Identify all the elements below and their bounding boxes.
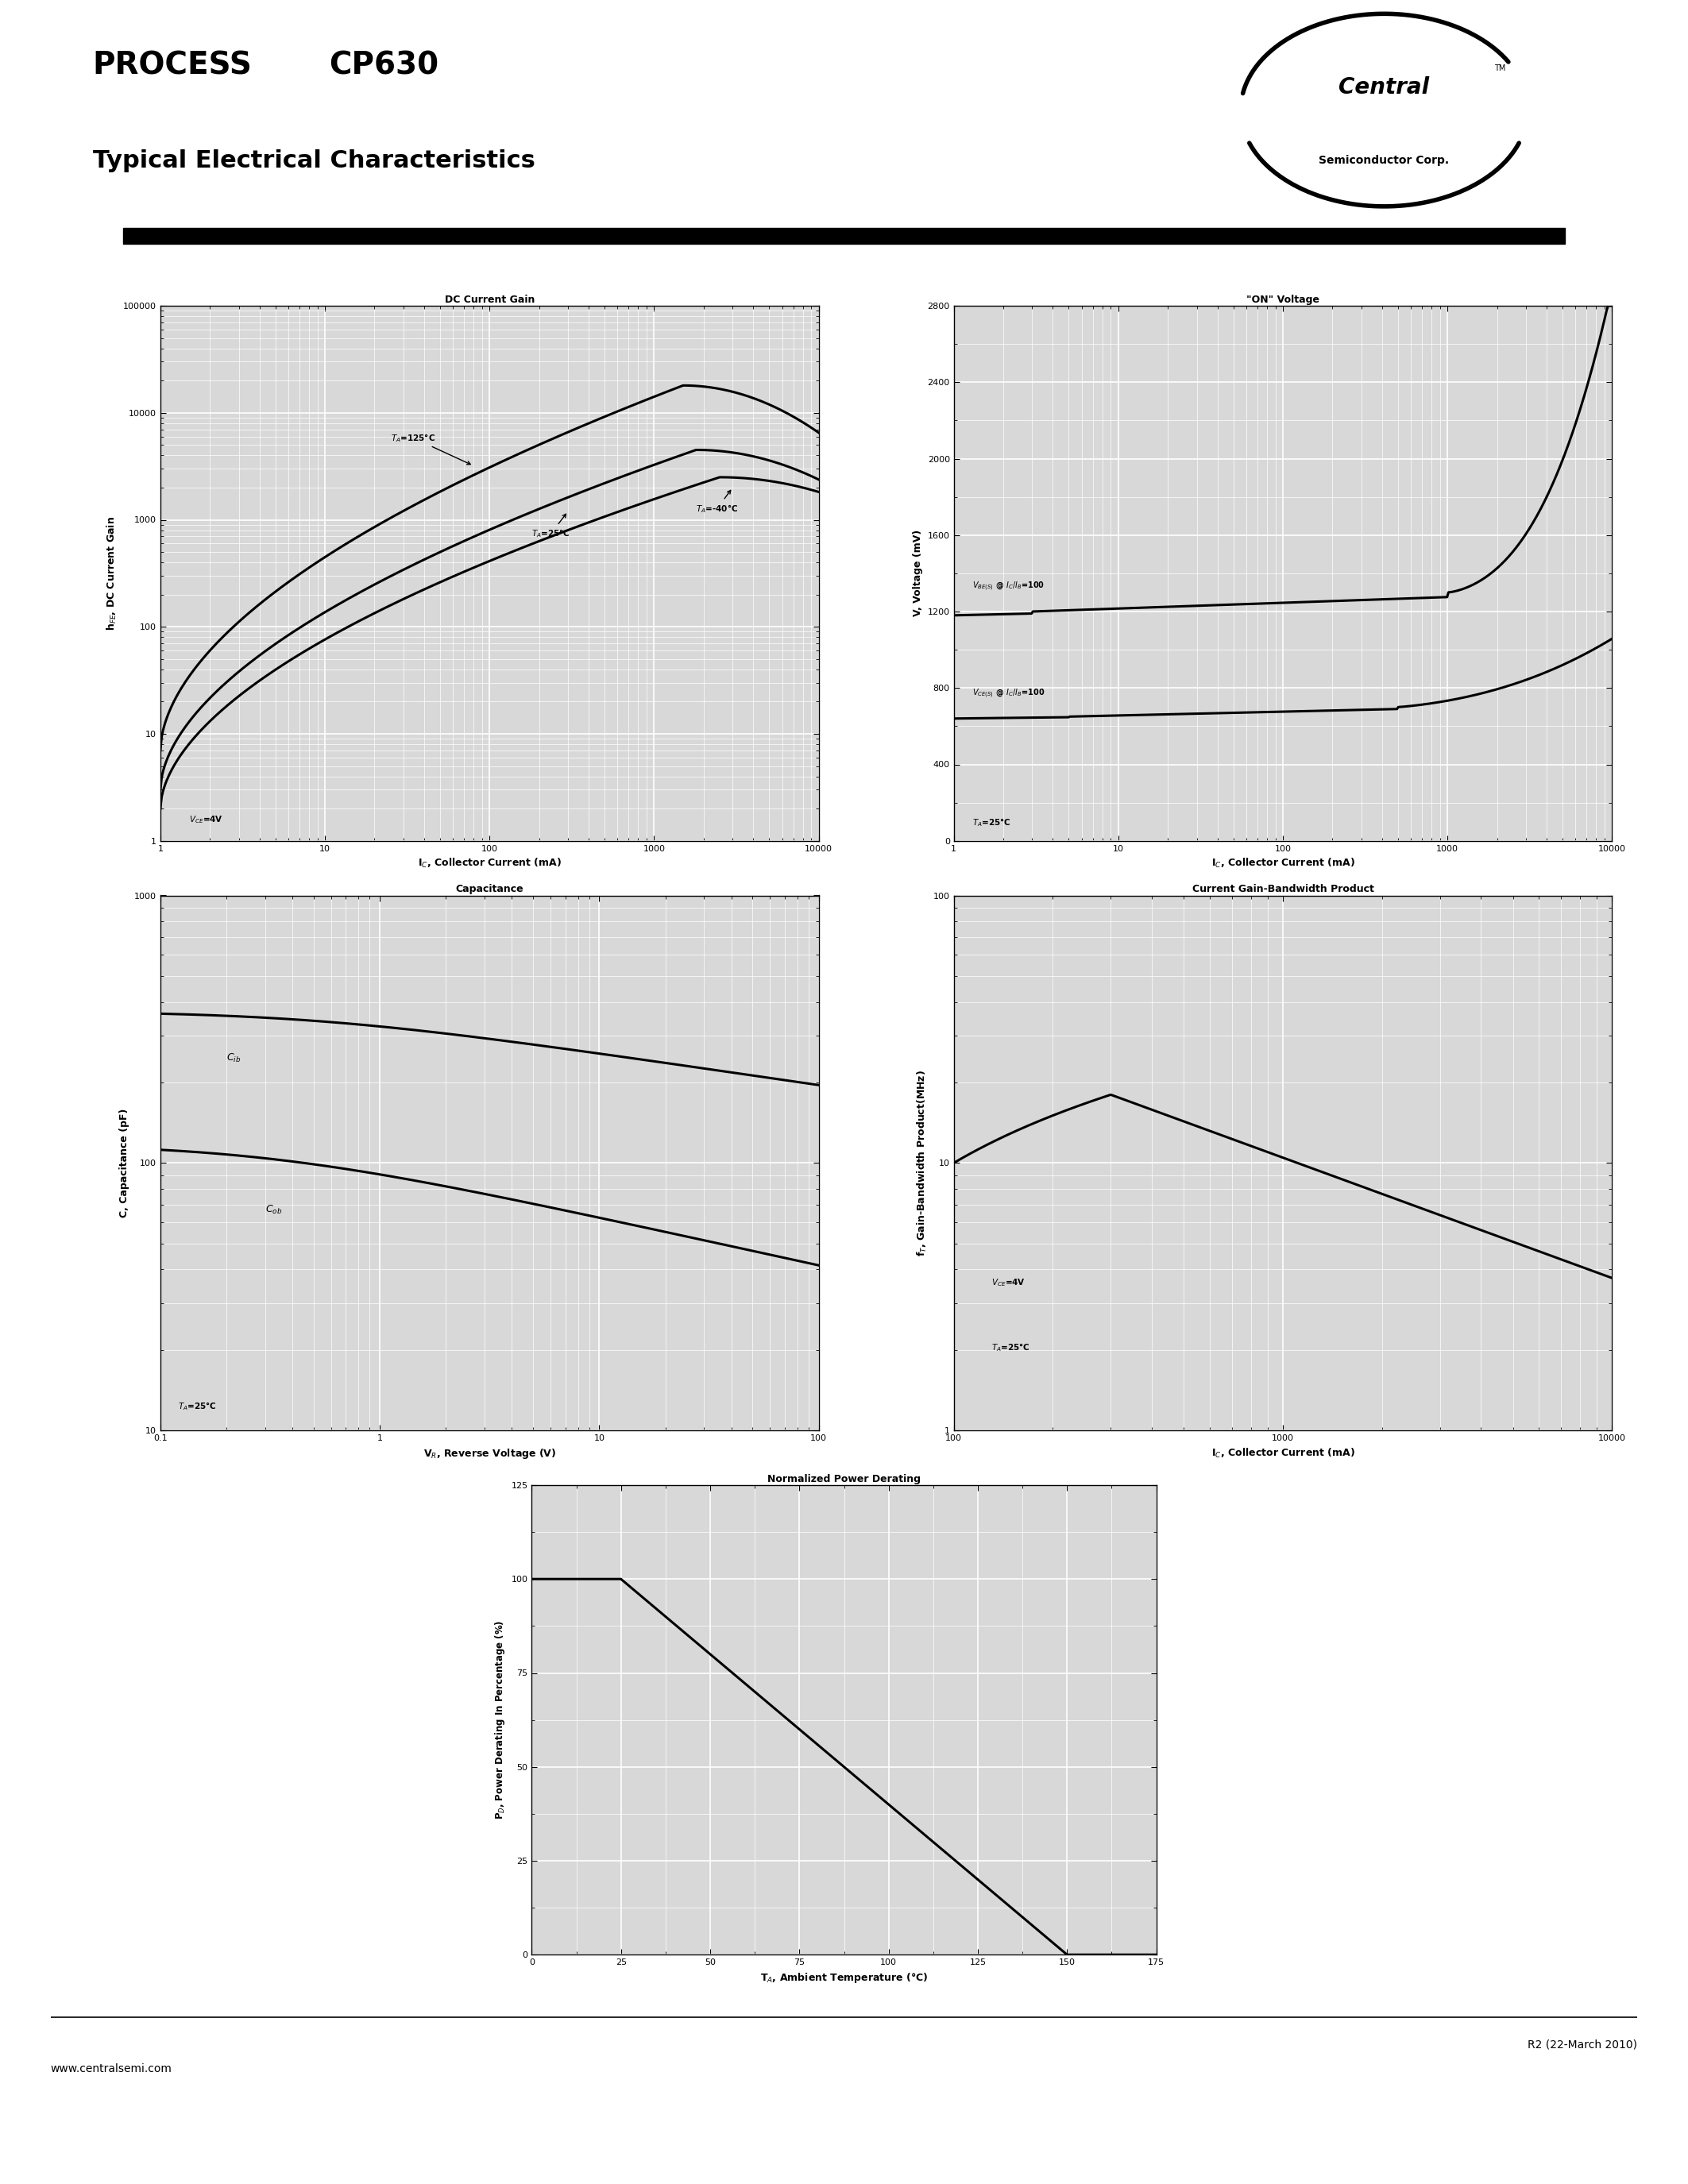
Text: $V_{CE(S)}$ @ $I_C/I_B$=100: $V_{CE(S)}$ @ $I_C/I_B$=100 bbox=[972, 688, 1045, 699]
Text: $C_{ob}$: $C_{ob}$ bbox=[265, 1203, 282, 1216]
X-axis label: I$_C$, Collector Current (mA): I$_C$, Collector Current (mA) bbox=[417, 856, 562, 869]
X-axis label: I$_C$, Collector Current (mA): I$_C$, Collector Current (mA) bbox=[1210, 856, 1355, 869]
Text: $C_{ib}$: $C_{ib}$ bbox=[226, 1053, 241, 1064]
Text: $T_A$=25°C: $T_A$=25°C bbox=[532, 513, 571, 539]
X-axis label: V$_R$, Reverse Voltage (V): V$_R$, Reverse Voltage (V) bbox=[424, 1446, 555, 1461]
Y-axis label: h$_{FE}$, DC Current Gain: h$_{FE}$, DC Current Gain bbox=[106, 515, 118, 631]
Text: Central: Central bbox=[1339, 76, 1430, 98]
Text: CP630: CP630 bbox=[329, 50, 439, 81]
X-axis label: I$_C$, Collector Current (mA): I$_C$, Collector Current (mA) bbox=[1210, 1446, 1355, 1459]
X-axis label: T$_A$, Ambient Temperature (°C): T$_A$, Ambient Temperature (°C) bbox=[760, 1970, 928, 1985]
Text: Typical Electrical Characteristics: Typical Electrical Characteristics bbox=[93, 149, 535, 173]
Text: $T_A$=-40°C: $T_A$=-40°C bbox=[695, 491, 738, 515]
Text: $V_{CE}$=4V: $V_{CE}$=4V bbox=[189, 815, 223, 826]
Text: $V_{BE(S)}$ @ $I_C/I_B$=100: $V_{BE(S)}$ @ $I_C/I_B$=100 bbox=[972, 581, 1045, 592]
Y-axis label: P$_D$, Power Derating In Percentage (%): P$_D$, Power Derating In Percentage (%) bbox=[493, 1621, 506, 1819]
Text: PROCESS: PROCESS bbox=[93, 50, 253, 81]
Text: R2 (22-March 2010): R2 (22-March 2010) bbox=[1528, 2040, 1637, 2051]
Title: "ON" Voltage: "ON" Voltage bbox=[1246, 295, 1320, 306]
Text: www.centralsemi.com: www.centralsemi.com bbox=[51, 2064, 172, 2075]
Y-axis label: C, Capacitance (pF): C, Capacitance (pF) bbox=[120, 1109, 130, 1216]
Text: $T_A$=25°C: $T_A$=25°C bbox=[972, 817, 1011, 828]
Text: Semiconductor Corp.: Semiconductor Corp. bbox=[1318, 155, 1450, 166]
Title: Normalized Power Derating: Normalized Power Derating bbox=[768, 1474, 920, 1485]
Title: Capacitance: Capacitance bbox=[456, 885, 523, 895]
Text: $T_A$=25°C: $T_A$=25°C bbox=[177, 1400, 216, 1413]
Title: DC Current Gain: DC Current Gain bbox=[444, 295, 535, 306]
Text: $T_A$=25°C: $T_A$=25°C bbox=[991, 1341, 1030, 1354]
Text: $V_{CE}$=4V: $V_{CE}$=4V bbox=[991, 1278, 1025, 1289]
Text: $T_A$=125°C: $T_A$=125°C bbox=[390, 432, 471, 465]
Title: Current Gain-Bandwidth Product: Current Gain-Bandwidth Product bbox=[1192, 885, 1374, 895]
Y-axis label: V, Voltage (mV): V, Voltage (mV) bbox=[913, 531, 923, 616]
Y-axis label: f$_T$, Gain-Bandwidth Product(MHz): f$_T$, Gain-Bandwidth Product(MHz) bbox=[917, 1070, 928, 1256]
Text: TM: TM bbox=[1494, 63, 1506, 72]
